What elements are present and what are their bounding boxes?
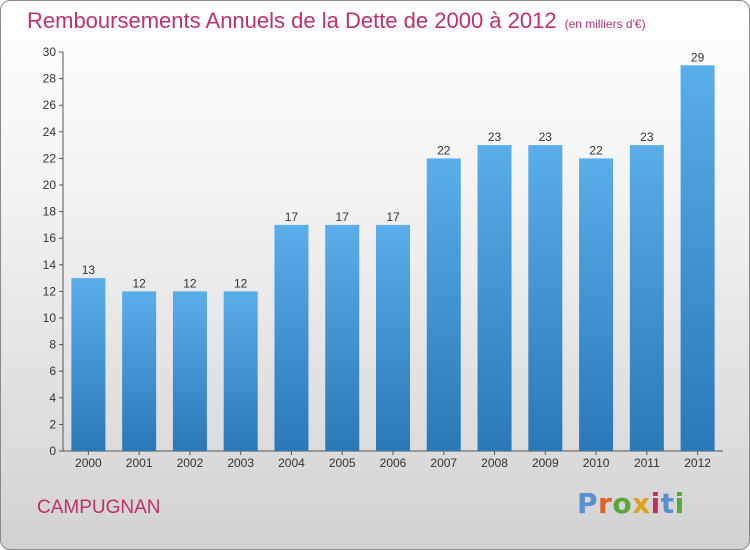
x-tick-label: 2000 xyxy=(75,456,102,470)
bar xyxy=(528,145,563,451)
x-tick-label: 2010 xyxy=(583,456,610,470)
logo-letter: r xyxy=(598,487,613,520)
bar xyxy=(680,65,715,452)
x-tick-label: 2008 xyxy=(481,456,508,470)
bar xyxy=(477,145,512,451)
data-label: 12 xyxy=(183,276,197,290)
data-label: 23 xyxy=(539,130,553,144)
bar xyxy=(122,291,157,451)
data-label: 13 xyxy=(82,263,96,277)
data-label: 17 xyxy=(285,210,299,224)
y-tick-label: 26 xyxy=(43,98,57,112)
title-main: Remboursements Annuels de la Dette de 20… xyxy=(27,8,557,33)
x-tick-label: 2005 xyxy=(329,456,356,470)
y-tick-label: 8 xyxy=(49,338,56,352)
data-label: 12 xyxy=(234,276,248,290)
x-tick-label: 2006 xyxy=(380,456,407,470)
data-label: 22 xyxy=(437,143,451,157)
data-label: 12 xyxy=(132,276,146,290)
y-tick-label: 16 xyxy=(43,231,57,245)
logo-letter: i xyxy=(650,487,661,520)
logo-letter: x xyxy=(632,487,651,520)
logo-letter: o xyxy=(612,487,633,520)
y-tick-label: 12 xyxy=(43,284,57,298)
x-tick-label: 2011 xyxy=(634,456,660,470)
bar xyxy=(274,224,309,451)
bar xyxy=(223,291,258,451)
y-tick-label: 2 xyxy=(49,417,56,431)
bar xyxy=(426,158,461,451)
y-tick-label: 18 xyxy=(43,205,57,219)
x-tick-label: 2007 xyxy=(430,456,457,470)
bar xyxy=(579,158,614,451)
commune-name: CAMPUGNAN xyxy=(37,497,161,518)
y-tick-label: 4 xyxy=(49,391,56,405)
y-tick-label: 22 xyxy=(43,151,57,165)
chart-title: Remboursements Annuels de la Dette de 20… xyxy=(27,8,646,34)
data-label: 29 xyxy=(691,50,705,64)
y-tick-label: 30 xyxy=(43,45,57,59)
bar xyxy=(629,145,664,451)
proxiti-logo: Proxiti xyxy=(577,487,685,520)
title-unit: (en milliers d'€) xyxy=(564,17,646,31)
y-tick-label: 20 xyxy=(43,178,57,192)
x-tick-label: 2004 xyxy=(278,456,305,470)
data-label: 23 xyxy=(640,130,654,144)
data-label: 23 xyxy=(488,130,502,144)
y-tick-label: 6 xyxy=(49,364,56,378)
data-label: 17 xyxy=(386,210,400,224)
x-tick-label: 2001 xyxy=(126,456,153,470)
y-tick-label: 10 xyxy=(43,311,57,325)
data-label: 17 xyxy=(336,210,350,224)
bar xyxy=(325,224,360,451)
y-tick-label: 0 xyxy=(49,444,56,458)
logo-letter: P xyxy=(577,487,599,520)
y-tick-label: 28 xyxy=(43,72,57,86)
logo-letter: i xyxy=(674,487,685,520)
y-tick-label: 24 xyxy=(43,125,57,139)
bar xyxy=(71,278,106,451)
logo-letter: t xyxy=(660,487,675,520)
x-tick-label: 2012 xyxy=(684,456,711,470)
x-tick-label: 2009 xyxy=(532,456,559,470)
bar xyxy=(376,224,410,451)
data-label: 22 xyxy=(589,143,603,157)
bar xyxy=(172,291,207,451)
y-tick-label: 14 xyxy=(43,258,57,272)
x-tick-label: 2003 xyxy=(227,456,254,470)
x-tick-label: 2002 xyxy=(177,456,204,470)
